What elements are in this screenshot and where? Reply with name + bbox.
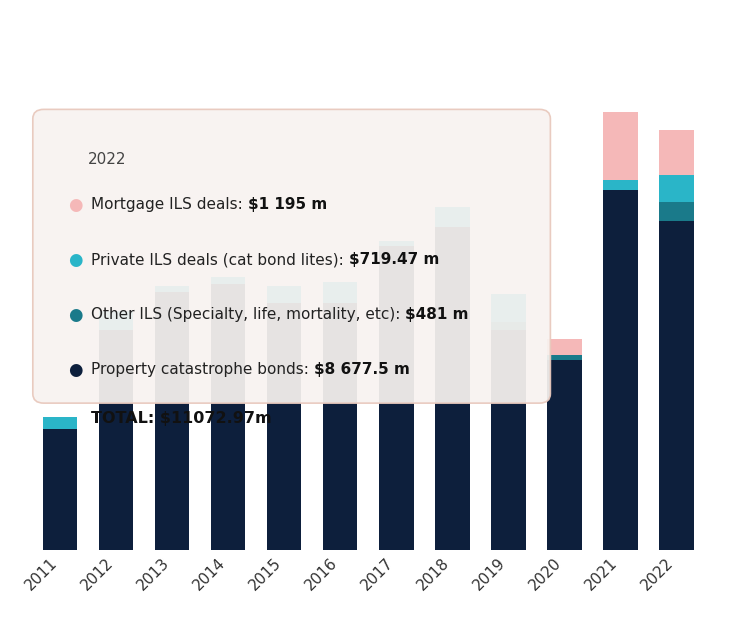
Bar — [491, 330, 526, 550]
Bar — [379, 241, 413, 246]
Bar — [603, 180, 638, 189]
Bar — [98, 311, 133, 330]
Bar — [155, 286, 190, 292]
Bar — [323, 303, 357, 550]
Bar — [659, 202, 694, 221]
Bar — [155, 286, 190, 550]
Text: Property catastrophe bonds:: Property catastrophe bonds: — [91, 362, 314, 378]
Bar — [211, 277, 246, 550]
Text: TOTAL: $11072.97m: TOTAL: $11072.97m — [91, 411, 272, 426]
Bar — [267, 286, 302, 550]
Text: Other ILS (Specialty, life, mortality, etc):: Other ILS (Specialty, life, mortality, e… — [91, 308, 405, 322]
Bar — [547, 339, 582, 550]
Bar — [491, 294, 526, 322]
Bar — [267, 303, 302, 550]
Text: 2022: 2022 — [87, 152, 126, 167]
Text: ●: ● — [69, 251, 83, 269]
Bar — [267, 286, 302, 303]
Bar — [323, 282, 357, 303]
Bar — [98, 311, 133, 550]
Text: Private ILS deals (cat bond lites):: Private ILS deals (cat bond lites): — [91, 253, 348, 268]
Bar — [98, 330, 133, 550]
Bar — [211, 284, 246, 550]
Bar — [603, 112, 638, 550]
Bar — [211, 277, 246, 284]
Bar — [379, 241, 413, 550]
Bar — [434, 228, 469, 550]
Bar — [434, 207, 469, 550]
Bar — [434, 207, 469, 227]
Bar — [379, 246, 413, 550]
Bar — [547, 339, 582, 354]
Bar — [659, 130, 694, 175]
Bar — [42, 418, 77, 429]
Bar — [659, 175, 694, 203]
Bar — [42, 429, 77, 550]
Bar — [603, 189, 638, 550]
Text: ●: ● — [69, 306, 83, 324]
Text: $481 m: $481 m — [405, 308, 469, 322]
Text: $719.47 m: $719.47 m — [348, 253, 439, 268]
Bar — [491, 322, 526, 330]
Text: $1 195 m: $1 195 m — [248, 198, 327, 212]
Bar — [155, 292, 190, 550]
Bar — [659, 130, 694, 550]
Bar — [323, 282, 357, 550]
Bar — [491, 294, 526, 550]
Text: ●: ● — [69, 196, 83, 214]
Text: ●: ● — [69, 361, 83, 379]
Bar — [42, 418, 77, 550]
Bar — [547, 354, 582, 360]
Bar — [659, 221, 694, 550]
Bar — [547, 360, 582, 550]
Text: Mortgage ILS deals:: Mortgage ILS deals: — [91, 198, 248, 212]
Text: $8 677.5 m: $8 677.5 m — [314, 362, 410, 378]
Bar — [603, 112, 638, 180]
